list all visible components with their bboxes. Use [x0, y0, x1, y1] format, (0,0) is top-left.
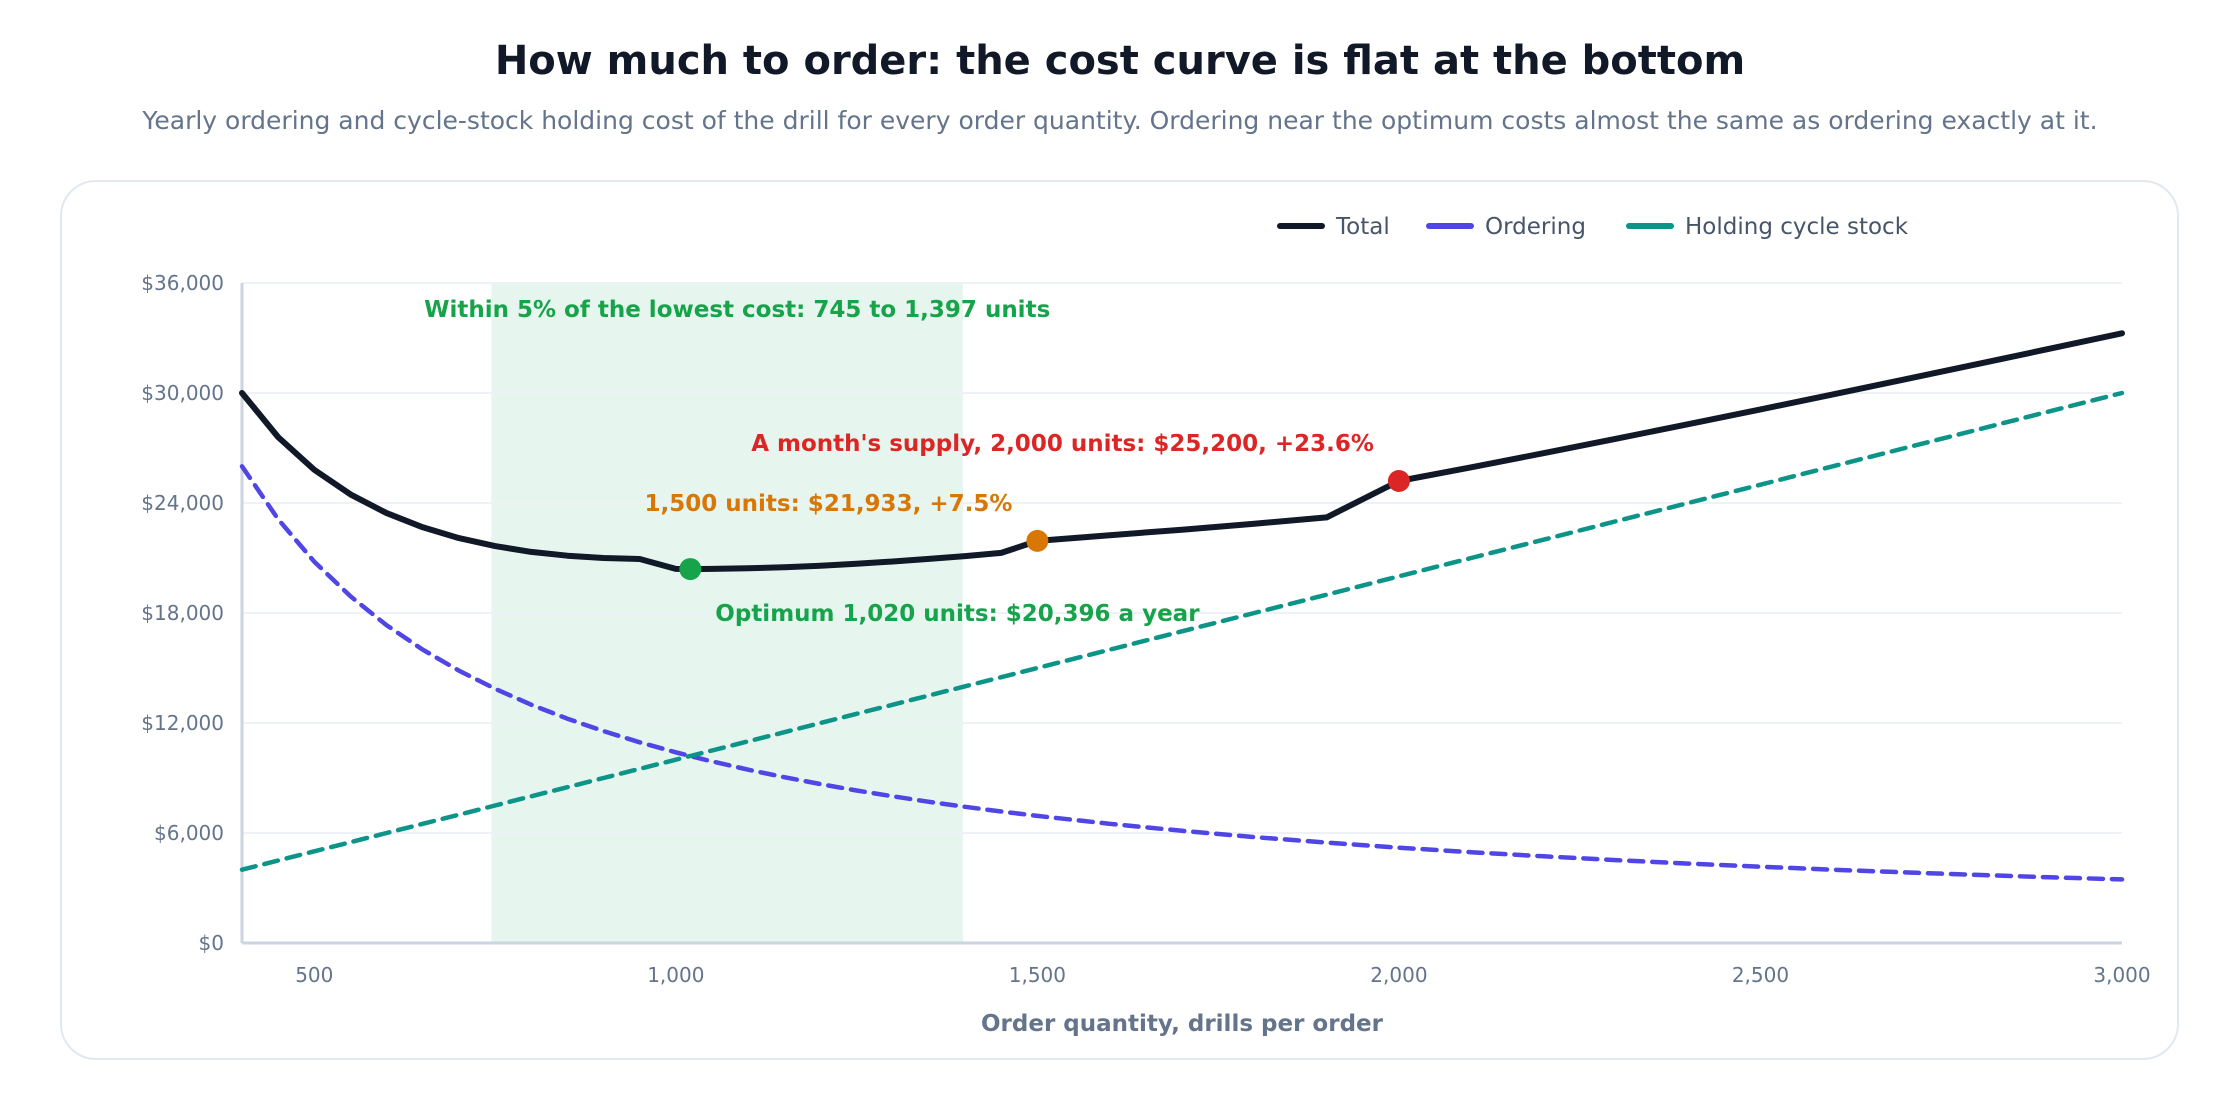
chart-card: $0 $6,000 $12,000 $18,000 $24,000 $30,000 $36,…	[60, 180, 2179, 1060]
series-layer	[239, 330, 2125, 882]
y-tick-label: $0	[199, 931, 224, 955]
axes-layer: $0 $6,000 $12,000 $18,000 $24,000 $30,000 $36,…	[141, 271, 2150, 1037]
band-label: Within 5% of the lowest cost: 745 to 1,3…	[424, 297, 1050, 323]
x-tick-label: 500	[295, 963, 333, 987]
series-line-ordering	[239, 464, 2125, 882]
y-tick-label: $24,000	[141, 491, 224, 515]
series-line-holding-cycle-stock	[239, 390, 2125, 872]
x-tick-label: 2,000	[1370, 963, 1427, 987]
markers-layer	[679, 470, 1410, 581]
grid-layer	[242, 282, 2122, 834]
x-tick-label: 2,500	[1732, 963, 1789, 987]
y-tick-label: $36,000	[141, 271, 224, 295]
legend-label: Ordering	[1485, 214, 1586, 240]
chart-title: How much to order: the cost curve is fla…	[494, 38, 1746, 84]
x-axis-title: Order quantity, drills per order	[981, 1011, 1384, 1037]
y-tick-label: $18,000	[141, 601, 224, 625]
series-line-total	[239, 330, 2125, 573]
marker-label: 1,500 units: $21,933, +7.5%	[645, 491, 1013, 517]
marker-label: Optimum 1,020 units: $20,396 a year	[715, 601, 1200, 627]
marker-point	[1387, 470, 1410, 492]
y-tick-label: $6,000	[154, 821, 224, 845]
marker-label: A month's supply, 2,000 units: $25,200, …	[751, 431, 1374, 457]
cost-curve-chart: $0 $6,000 $12,000 $18,000 $24,000 $30,000 $36,…	[141, 214, 2150, 1037]
x-tick-label: 3,000	[2093, 963, 2150, 987]
x-tick-label: 1,000	[647, 963, 704, 987]
y-tick-label: $30,000	[141, 381, 224, 405]
x-tick-label: 1,500	[1009, 963, 1066, 987]
legend-label: Total	[1335, 214, 1390, 240]
legend: Total Ordering Holding cycle stock	[1277, 214, 1909, 240]
chart-subtitle: Yearly ordering and cycle-stock holding …	[142, 106, 2098, 135]
labels-layer: Within 5% of the lowest cost: 745 to 1,3…	[424, 297, 1374, 627]
y-tick-label: $12,000	[141, 711, 224, 735]
marker-point	[679, 558, 702, 581]
legend-label: Holding cycle stock	[1685, 214, 1909, 240]
marker-point	[1026, 529, 1049, 552]
